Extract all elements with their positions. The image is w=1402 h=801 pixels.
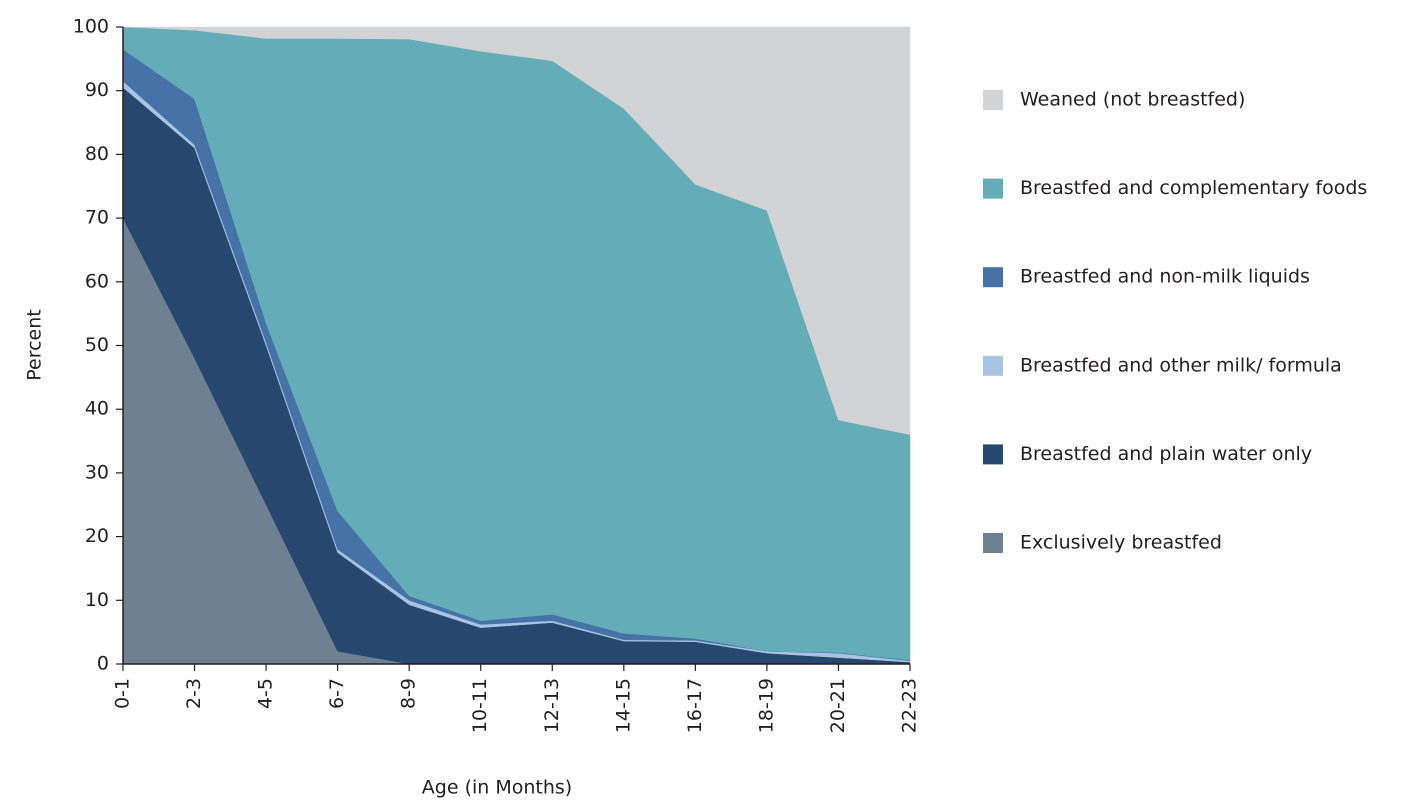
y-axis-label: Percent bbox=[24, 309, 46, 381]
y-tick-label: 60 bbox=[85, 270, 109, 292]
y-tick-label: 80 bbox=[85, 143, 109, 165]
legend-swatch bbox=[983, 355, 1003, 376]
y-tick-label: 40 bbox=[85, 398, 109, 420]
legend-label: Breastfed and non-milk liquids bbox=[1020, 266, 1310, 288]
x-tick-label: 0-1 bbox=[112, 678, 134, 709]
x-tick-label: 4-5 bbox=[255, 678, 277, 709]
y-tick-label: 100 bbox=[73, 16, 109, 38]
x-tick-label: 16-17 bbox=[684, 678, 706, 733]
y-tick-label: 90 bbox=[85, 79, 109, 101]
legend-swatch bbox=[983, 533, 1003, 553]
y-tick-label: 50 bbox=[85, 334, 109, 356]
legend-label: Weaned (not breastfed) bbox=[1020, 89, 1245, 111]
y-tick-label: 20 bbox=[85, 525, 109, 547]
x-tick-label: 10-11 bbox=[469, 678, 491, 733]
x-tick-label: 12-13 bbox=[541, 678, 563, 733]
y-tick-label: 70 bbox=[85, 207, 109, 229]
y-tick-label: 0 bbox=[97, 653, 109, 675]
x-tick-label: 2-3 bbox=[183, 678, 205, 709]
x-tick-label: 6-7 bbox=[326, 678, 348, 709]
legend-label: Breastfed and plain water only bbox=[1020, 443, 1312, 465]
x-tick-label: 20-21 bbox=[827, 678, 849, 733]
legend-swatch bbox=[983, 267, 1003, 288]
x-axis-label: Age (in Months) bbox=[422, 777, 572, 799]
area bbox=[122, 26, 911, 435]
legend-label: Breastfed and complementary foods bbox=[1020, 177, 1367, 199]
x-tick-label: 22-23 bbox=[899, 678, 921, 733]
legend-swatch bbox=[983, 178, 1003, 199]
legend-label: Exclusively breastfed bbox=[1020, 532, 1222, 554]
legend-swatch bbox=[983, 444, 1003, 465]
legend-swatch bbox=[983, 90, 1003, 110]
y-tick-label: 30 bbox=[85, 461, 109, 483]
y-tick-label: 10 bbox=[85, 589, 109, 611]
x-tick-label: 18-19 bbox=[755, 678, 777, 733]
legend-label: Breastfed and other milk/ formula bbox=[1020, 354, 1342, 376]
x-tick-label: 14-15 bbox=[612, 678, 634, 733]
x-tick-label: 8-9 bbox=[398, 678, 420, 709]
